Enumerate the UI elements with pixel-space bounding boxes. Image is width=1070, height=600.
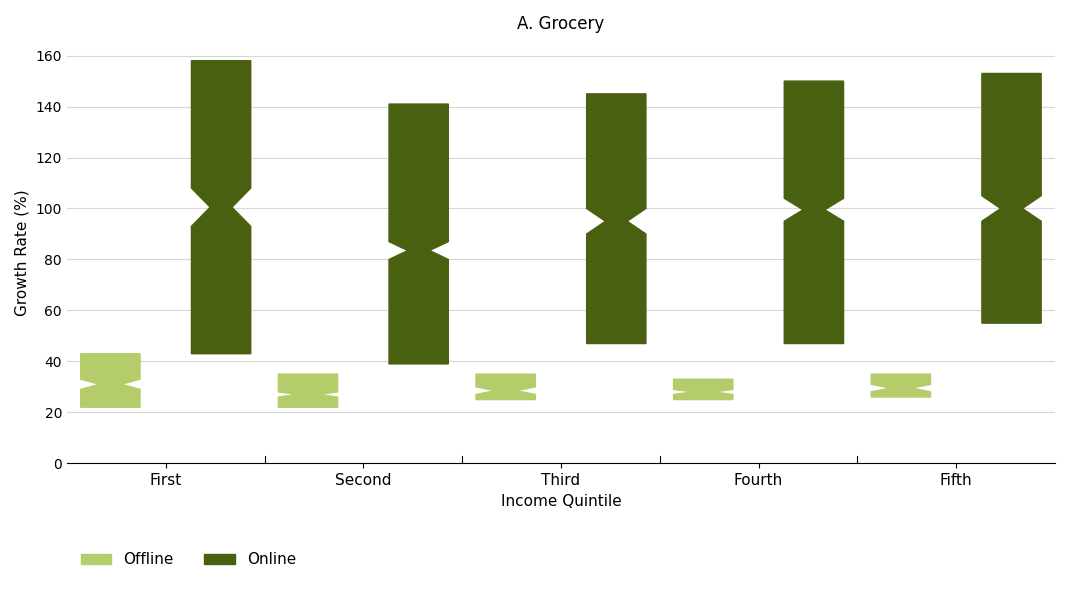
X-axis label: Income Quintile: Income Quintile bbox=[501, 494, 622, 509]
Legend: Offline, Online: Offline, Online bbox=[75, 546, 303, 574]
Polygon shape bbox=[586, 94, 646, 344]
Polygon shape bbox=[389, 104, 448, 364]
Polygon shape bbox=[982, 73, 1041, 323]
Y-axis label: Growth Rate (%): Growth Rate (%) bbox=[15, 190, 30, 316]
Polygon shape bbox=[674, 379, 733, 400]
Polygon shape bbox=[784, 81, 843, 344]
Title: A. Grocery: A. Grocery bbox=[517, 15, 605, 33]
Polygon shape bbox=[278, 374, 338, 407]
Polygon shape bbox=[192, 61, 250, 354]
Polygon shape bbox=[871, 374, 931, 397]
Polygon shape bbox=[80, 354, 140, 407]
Polygon shape bbox=[476, 374, 535, 400]
